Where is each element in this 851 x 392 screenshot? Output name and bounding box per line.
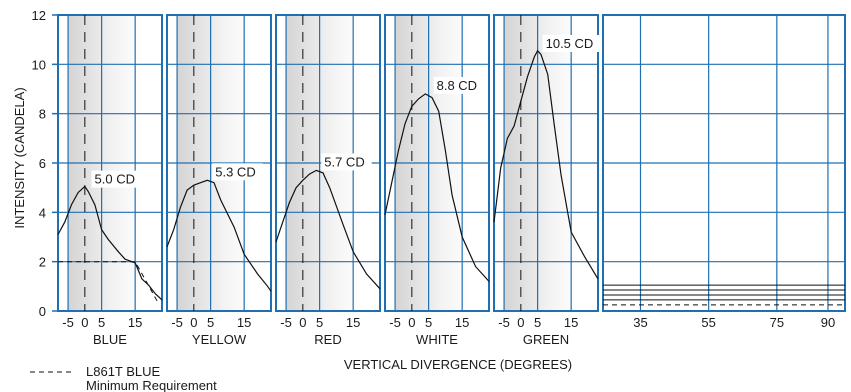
intensity-curve bbox=[275, 169, 381, 290]
panel-frame bbox=[493, 14, 599, 312]
panel-wide-angle: 35 55 75 90 bbox=[602, 14, 846, 330]
y-tick-label: 10 bbox=[32, 57, 46, 72]
intensity-curve bbox=[493, 49, 599, 280]
x-tick-label: 5 bbox=[207, 315, 214, 330]
peak-label-bg bbox=[212, 163, 263, 181]
x-tick-label: 5 bbox=[534, 315, 541, 330]
y-tick-label: 8 bbox=[39, 107, 46, 122]
peak-label: 8.8 CD bbox=[437, 78, 477, 93]
x-tick-label: 15 bbox=[455, 315, 469, 330]
x-tick-label: 55 bbox=[701, 315, 715, 330]
peak-label: 5.7 CD bbox=[324, 154, 364, 169]
x-tick-label: -5 bbox=[171, 315, 183, 330]
panel-red: -5 0 5 15 RED 5.7 CD bbox=[275, 14, 381, 347]
panel-frame bbox=[166, 14, 272, 312]
panel-label: YELLOW bbox=[192, 332, 247, 347]
intensity-curve bbox=[166, 179, 272, 292]
x-tick-label: 15 bbox=[237, 315, 251, 330]
x-tick-label: 75 bbox=[770, 315, 784, 330]
legend-sub-label: Minimum Requirement bbox=[86, 378, 217, 392]
x-tick-label: 90 bbox=[821, 315, 835, 330]
panel-yellow: -5 0 5 15 YELLOW 5.3 CD bbox=[166, 14, 272, 347]
panel-frame bbox=[275, 14, 381, 312]
x-tick-label: 0 bbox=[517, 315, 524, 330]
x-tick-label: 5 bbox=[316, 315, 323, 330]
panel-green: -5 0 5 15 GREEN 10.5 CD bbox=[493, 14, 601, 347]
x-tick-label: 15 bbox=[346, 315, 360, 330]
y-tick-label: 6 bbox=[39, 156, 46, 171]
y-tick-label: 12 bbox=[32, 8, 46, 23]
peak-label: 10.5 CD bbox=[546, 36, 594, 51]
x-tick-label: -5 bbox=[280, 315, 292, 330]
y-tick-label: 4 bbox=[39, 205, 46, 220]
panel-white: -5 0 5 15 WHITE 8.8 CD bbox=[384, 14, 490, 347]
x-tick-label: 0 bbox=[299, 315, 306, 330]
x-tick-label: -5 bbox=[389, 315, 401, 330]
peak-label: 5.0 CD bbox=[95, 172, 135, 187]
peak-label-bg bbox=[321, 153, 372, 171]
x-tick-label: 0 bbox=[190, 315, 197, 330]
panel-label: WHITE bbox=[416, 332, 458, 347]
peak-label: 5.3 CD bbox=[215, 164, 255, 179]
panel-frame bbox=[57, 14, 163, 312]
x-tick-label: -5 bbox=[62, 315, 74, 330]
panel-label: BLUE bbox=[93, 332, 127, 347]
y-tick-label: 2 bbox=[39, 255, 46, 270]
x-tick-label: 5 bbox=[98, 315, 105, 330]
x-tick-label: -5 bbox=[498, 315, 510, 330]
intensity-curve bbox=[57, 185, 163, 301]
x-tick-label: 5 bbox=[425, 315, 432, 330]
minimum-requirement-line bbox=[58, 261, 160, 304]
y-axis-label: INTENSITY (CANDELA) bbox=[12, 87, 27, 228]
x-tick-label: 35 bbox=[633, 315, 647, 330]
intensity-curve bbox=[384, 93, 490, 282]
peak-label-bg bbox=[542, 35, 601, 52]
x-tick-label: 15 bbox=[128, 315, 142, 330]
x-tick-label: 0 bbox=[408, 315, 415, 330]
legend-line-label: L861T BLUE bbox=[86, 364, 161, 379]
panel-label: GREEN bbox=[523, 332, 569, 347]
x-tick-label: 15 bbox=[564, 315, 578, 330]
x-axis-label: VERTICAL DIVERGENCE (DEGREES) bbox=[344, 357, 572, 372]
peak-label-bg bbox=[91, 170, 142, 188]
peak-label-bg bbox=[433, 76, 485, 94]
panel-frame bbox=[384, 14, 490, 312]
panel-label: RED bbox=[314, 332, 341, 347]
panel-frame bbox=[602, 14, 846, 312]
y-tick-label: 0 bbox=[39, 304, 46, 319]
x-tick-label: 0 bbox=[81, 315, 88, 330]
